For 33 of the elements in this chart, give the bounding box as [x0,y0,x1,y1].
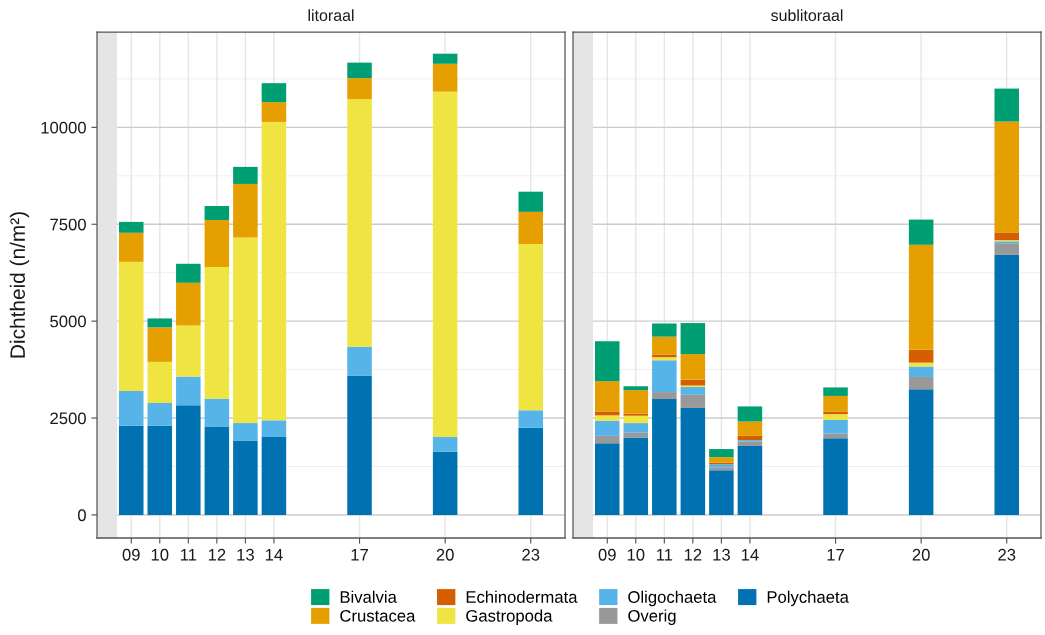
x-tick-label: 20 [436,548,454,561]
x-tick-label: 13 [237,548,254,561]
x-tick-label: 14 [265,549,283,561]
x-tick-label: 11 [656,549,673,561]
x-tick-label: 12 [208,548,226,561]
chart-title: litoraal [308,9,354,22]
x-tick-label: 12 [684,548,702,561]
x-tick-label: 23 [998,548,1016,561]
legend-label: Echinodermata [466,590,578,603]
legend-label: Overig [628,609,676,625]
x-tick-label: 17 [827,549,844,561]
legend-label: Oligochaeta [628,590,717,607]
x-tick-label: 10 [151,548,169,561]
legend-label: Bivalvia [340,590,397,603]
legend-label: Crustacea [340,609,416,622]
y-tick-label: 2500 [50,412,86,425]
legend-label: Gastropoda [466,609,553,625]
x-tick-label: 10 [627,548,645,561]
x-tick-label: 20 [912,548,930,561]
x-tick-label: 09 [122,548,140,561]
x-tick-label: 14 [741,549,759,561]
x-tick-label: 09 [598,548,616,561]
x-tick-label: 23 [522,548,540,561]
y-tick-label: 5000 [50,315,86,328]
legend-label: Polychaeta [767,590,849,607]
y-tick-label: 0 [77,509,86,522]
x-tick-label: 11 [180,549,197,561]
y-tick-label: 7500 [50,218,86,231]
x-tick-label: 17 [351,549,368,561]
y-axis-title: Dichtheid (n/m²) [9,212,30,358]
x-tick-label: 13 [713,548,730,561]
y-tick-label: 10000 [41,121,86,134]
chart-title: sublitoraal [771,9,843,22]
